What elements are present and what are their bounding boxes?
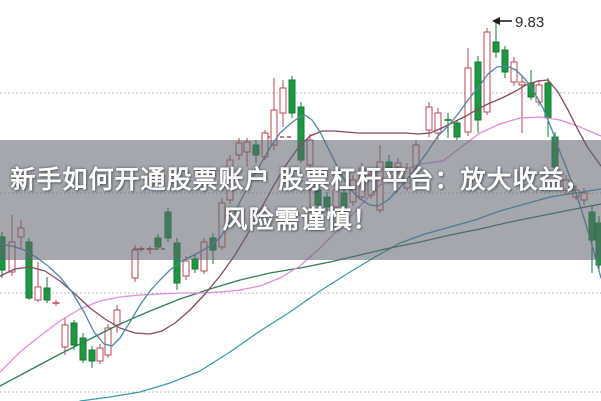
price-annotation: 9.83 xyxy=(492,14,544,31)
candle-body xyxy=(252,144,260,156)
candle-body xyxy=(34,286,42,301)
candle-body xyxy=(340,192,348,208)
candle-body xyxy=(510,61,518,83)
candle-body xyxy=(492,41,500,53)
price-label: 9.83 xyxy=(515,14,544,31)
ma-maroon-line xyxy=(0,79,601,335)
candle-body xyxy=(226,159,234,201)
candle-body xyxy=(288,79,296,114)
candle-body xyxy=(154,237,162,248)
candle-body xyxy=(349,179,357,203)
candle-body xyxy=(70,322,78,346)
candle-body xyxy=(453,122,461,138)
candle-body xyxy=(518,81,526,86)
candle-body xyxy=(358,167,366,198)
candle-body xyxy=(182,260,190,277)
candle-body xyxy=(551,136,559,168)
candle-body xyxy=(297,106,305,161)
candle-body xyxy=(61,324,69,348)
candles xyxy=(0,21,601,368)
candle-body xyxy=(562,179,570,191)
candle-body xyxy=(425,106,433,131)
candle-body xyxy=(96,347,104,362)
candle-body xyxy=(314,189,322,206)
ma-short-teal-line xyxy=(0,65,601,347)
candle-body xyxy=(191,258,199,270)
candle-body xyxy=(535,84,543,103)
candle-body xyxy=(43,287,51,301)
candle-body xyxy=(104,327,112,356)
candle-body xyxy=(323,196,331,208)
candle-body xyxy=(164,211,172,239)
ma-pink-line xyxy=(0,116,601,373)
left-arrow-icon xyxy=(492,17,500,25)
candle-body xyxy=(88,349,96,362)
candle-body xyxy=(131,249,139,279)
candle-body xyxy=(306,139,314,166)
candle-body xyxy=(0,236,6,271)
candle-body xyxy=(394,162,402,168)
candle-body xyxy=(218,202,226,248)
candle-body xyxy=(434,112,442,134)
candle-body xyxy=(79,337,87,361)
candle-body xyxy=(113,309,121,326)
candle-body xyxy=(235,142,243,156)
candle-body xyxy=(200,241,208,272)
candle-body xyxy=(580,192,588,201)
candle-body xyxy=(544,82,552,119)
candle-body xyxy=(403,167,411,189)
candle-body xyxy=(332,189,340,208)
candle-body xyxy=(243,141,251,153)
candle-body xyxy=(25,241,33,299)
candle-body xyxy=(17,227,25,238)
candle-body xyxy=(279,87,287,114)
ma-long-teal-line xyxy=(79,188,601,401)
candle-body xyxy=(595,222,601,266)
candle-body xyxy=(483,31,491,113)
candle-body xyxy=(501,49,509,73)
candle-body xyxy=(385,161,393,169)
